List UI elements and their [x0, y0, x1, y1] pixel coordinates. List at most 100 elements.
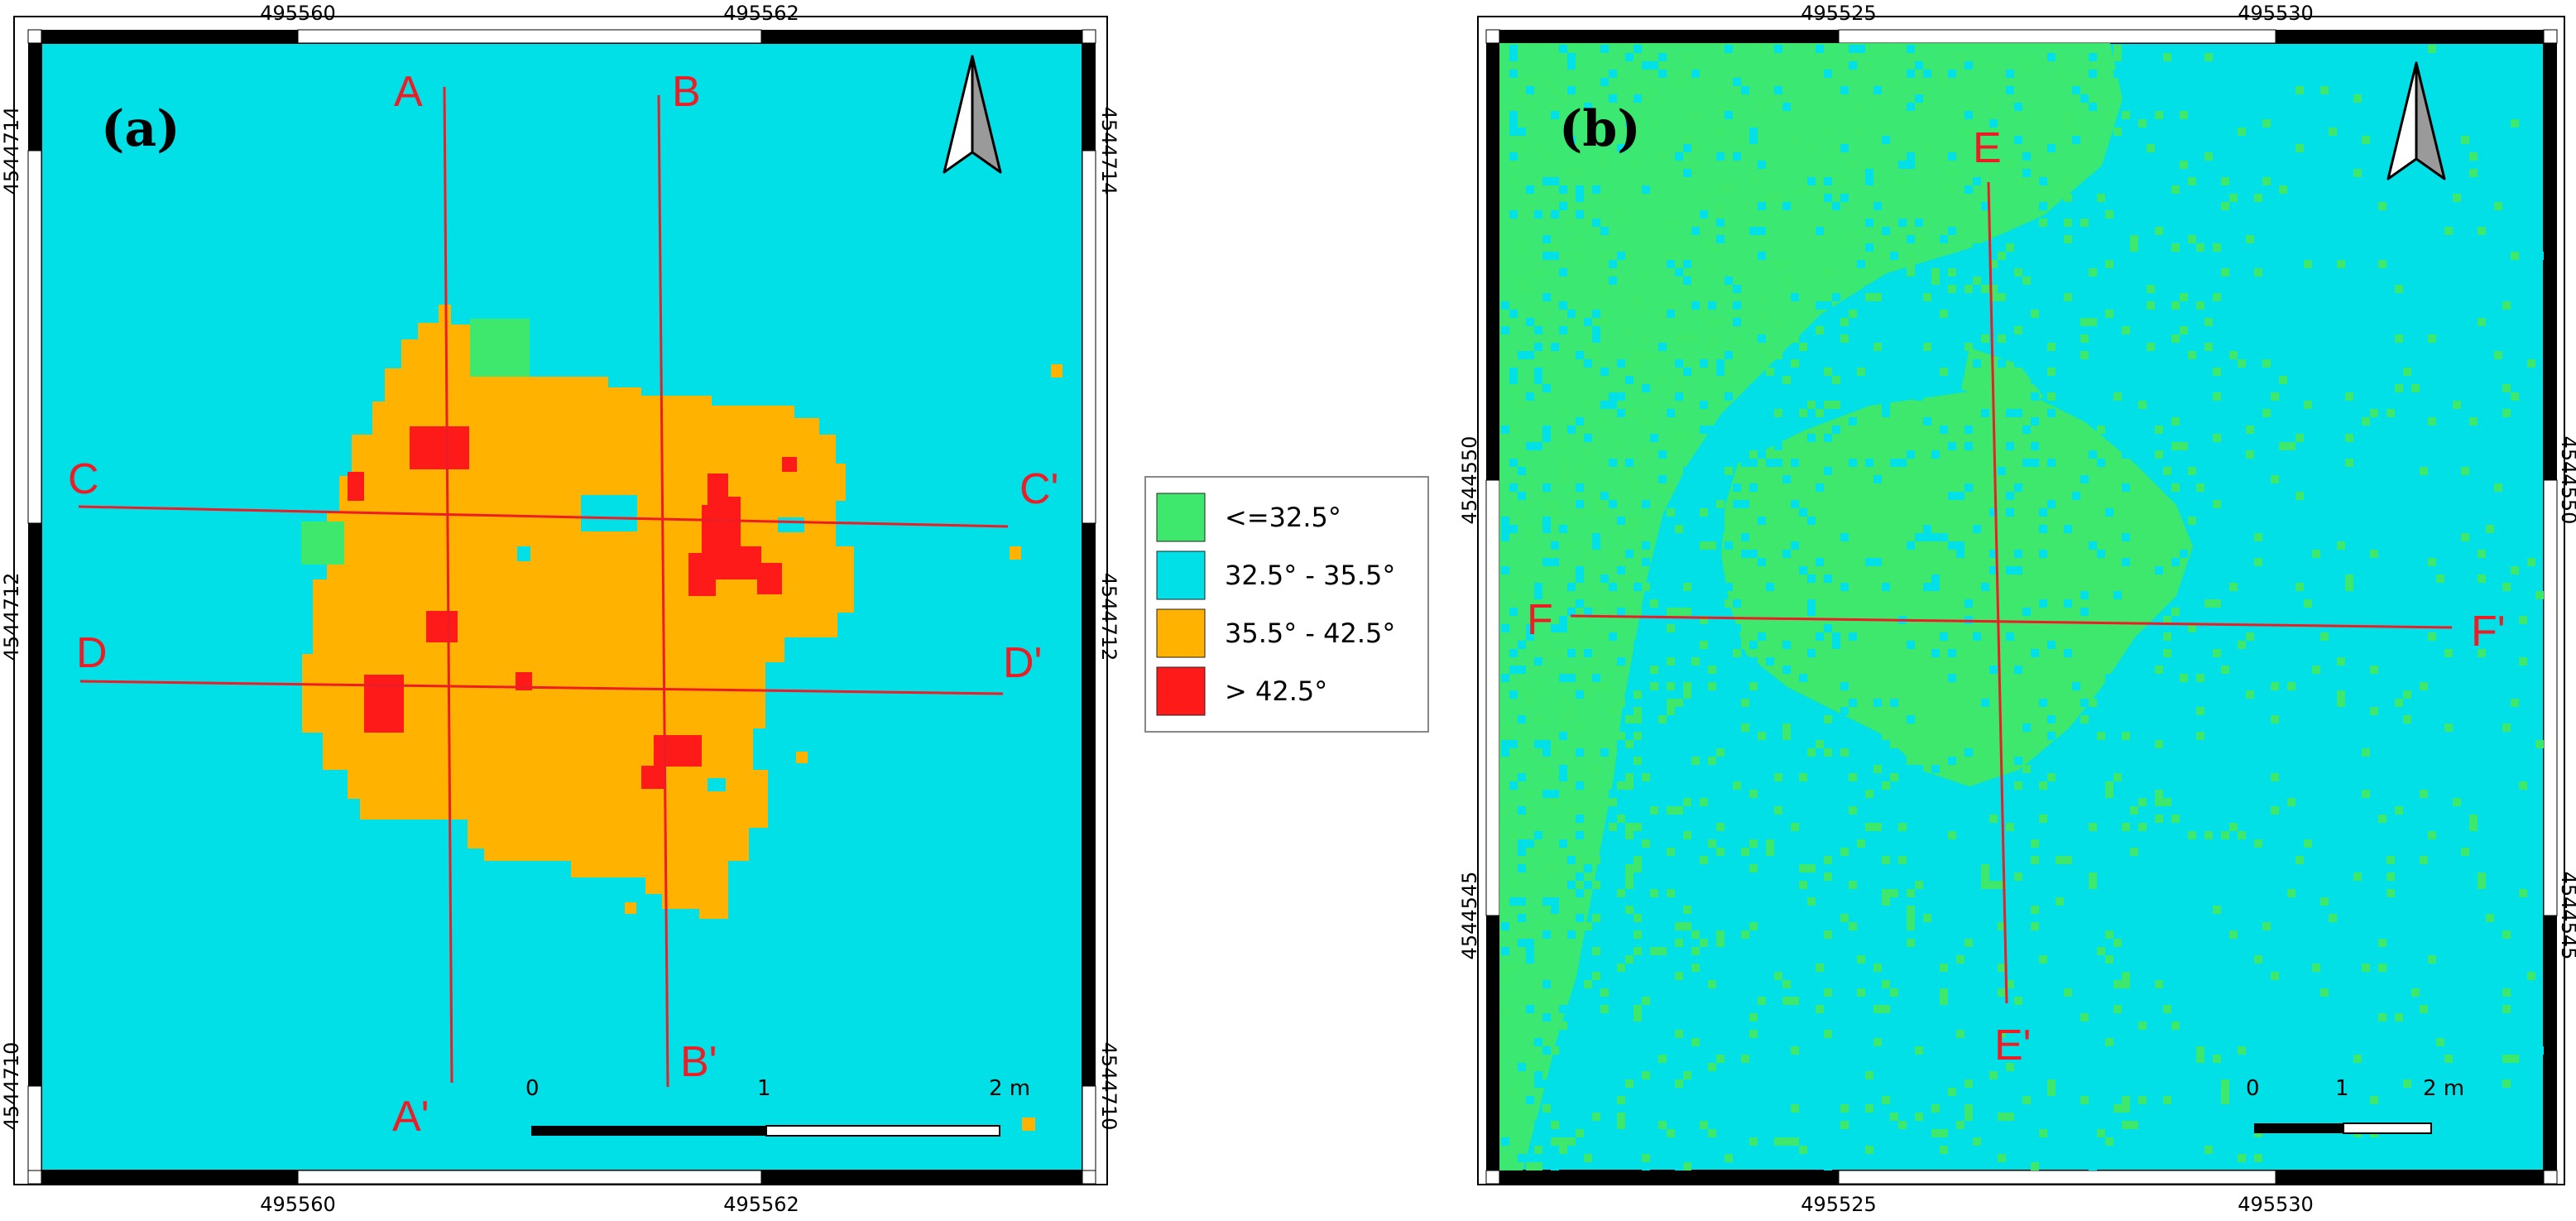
noise-pixel: [1989, 260, 1998, 268]
noise-pixel: [2031, 856, 2039, 864]
noise-pixel: [1625, 525, 1633, 533]
noise-pixel: [1559, 467, 1567, 475]
noise-pixel: [2122, 939, 2130, 947]
noise-pixel: [1675, 641, 1683, 649]
noise-pixel: [2444, 723, 2453, 732]
noise-pixel: [1617, 517, 1625, 525]
noise-pixel: [2353, 94, 2362, 103]
noise-pixel: [1683, 1162, 1691, 1171]
noise-pixel: [1559, 1146, 1567, 1154]
noise-pixel: [1865, 169, 1873, 177]
noise-pixel: [1907, 947, 1915, 955]
noise-pixel: [1973, 541, 1981, 550]
noise-pixel: [2047, 616, 2056, 624]
noise-pixel: [1758, 227, 1766, 235]
noise-pixel: [1849, 517, 1857, 525]
y-tick-label: 4544714: [1097, 107, 1120, 195]
noise-pixel: [1708, 757, 1716, 765]
noise-pixel: [1675, 384, 1683, 392]
noise-pixel: [1733, 599, 1741, 608]
noise-pixel: [2271, 831, 2279, 839]
noise-pixel: [2188, 467, 2196, 475]
noise-pixel: [1501, 359, 1509, 368]
noise-pixel: [1915, 94, 1923, 103]
profile-line-f[interactable]: [1570, 614, 2453, 629]
noise-pixel: [1633, 930, 1642, 939]
noise-pixel: [2271, 972, 2279, 980]
profile-line-e[interactable]: [1987, 181, 2008, 1004]
noise-pixel: [1832, 459, 1840, 467]
noise-pixel: [2039, 641, 2047, 649]
noise-pixel: [2519, 227, 2527, 235]
noise-pixel: [1774, 1121, 1782, 1129]
noise-pixel: [2254, 293, 2262, 301]
profile-line-d[interactable]: [79, 680, 1004, 695]
noise-pixel: [1509, 964, 1518, 972]
noise-pixel: [1774, 351, 1782, 359]
profile-line-b[interactable]: [657, 94, 669, 1088]
noise-pixel: [2047, 641, 2056, 649]
noise-pixel: [1600, 492, 1609, 500]
noise-pixel: [1567, 608, 1576, 616]
noise-pixel: [2262, 119, 2271, 127]
noise-pixel: [1675, 608, 1683, 616]
noise-pixel: [1998, 922, 2006, 930]
noise-pixel: [1948, 318, 1956, 326]
noise-pixel: [1733, 318, 1741, 326]
noise-pixel: [2122, 558, 2130, 566]
noise-pixel: [2064, 599, 2072, 608]
noise-pixel: [2502, 583, 2511, 591]
noise-pixel: [1816, 591, 1824, 599]
noise-pixel: [2163, 1096, 2171, 1104]
noise-pixel: [1642, 839, 1650, 848]
noise-pixel: [1907, 715, 1915, 723]
noise-pixel: [1534, 492, 1542, 500]
noise-pixel: [2329, 127, 2337, 136]
noise-pixel: [1832, 1154, 1840, 1162]
noise-pixel: [2461, 136, 2469, 144]
noise-pixel: [1964, 442, 1973, 450]
noise-pixel: [1576, 723, 1584, 732]
noise-pixel: [2196, 409, 2204, 417]
noise-pixel: [2444, 1055, 2453, 1063]
noise-pixel: [1534, 442, 1542, 450]
noise-pixel: [2130, 1088, 2138, 1096]
noise-pixel: [1600, 152, 1609, 161]
noise-pixel: [1534, 599, 1542, 608]
noise-pixel: [2171, 740, 2180, 748]
noise-pixel: [1824, 1030, 1832, 1038]
noise-pixel: [1981, 889, 1989, 897]
noise-pixel: [1816, 964, 1824, 972]
noise-pixel: [1782, 202, 1791, 210]
noise-pixel: [1998, 359, 2006, 368]
noise-pixel: [2180, 442, 2188, 450]
noise-pixel: [1542, 641, 1551, 649]
noise-pixel: [1749, 450, 1758, 459]
noise-pixel: [1542, 1137, 1551, 1146]
noise-pixel: [1824, 574, 1832, 583]
profile-line-a[interactable]: [443, 86, 453, 1084]
noise-pixel: [1873, 765, 1882, 773]
noise-pixel: [2047, 732, 2056, 740]
profile-line-c[interactable]: [78, 505, 1009, 528]
legend-label: 35.5° - 42.5°: [1225, 618, 1395, 649]
noise-pixel: [2320, 1005, 2329, 1013]
noise-pixel: [1625, 1079, 1633, 1088]
noise-pixel: [1609, 459, 1617, 467]
noise-pixel: [1816, 409, 1824, 417]
noise-pixel: [2031, 459, 2039, 467]
noise-pixel: [1766, 897, 1774, 906]
noise-pixel: [1741, 533, 1749, 541]
noise-pixel: [1898, 1013, 1907, 1022]
noise-pixel: [1873, 459, 1882, 467]
noise-pixel: [1600, 252, 1609, 260]
noise-pixel: [1741, 848, 1749, 856]
noise-pixel: [2163, 53, 2171, 61]
noise-pixel: [2138, 1096, 2147, 1104]
noise-pixel: [1915, 235, 1923, 243]
noise-pixel: [1708, 839, 1716, 848]
noise-pixel: [1584, 119, 1592, 127]
noise-pixel: [2047, 1104, 2056, 1113]
noise-pixel: [1691, 964, 1700, 972]
noise-pixel: [2014, 136, 2022, 144]
